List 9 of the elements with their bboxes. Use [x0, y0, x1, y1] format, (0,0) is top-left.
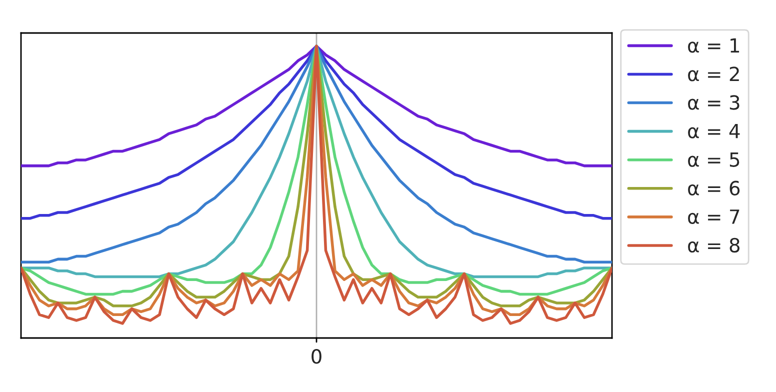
legend-label: α = 2 — [688, 66, 739, 82]
legend-label: α = 4 — [688, 124, 740, 138]
legend-label: α = 1 — [688, 38, 740, 53]
legend-label: α = 5 — [688, 152, 740, 167]
legend-label: α = 3 — [688, 95, 740, 110]
legend-label: α = 8 — [688, 238, 740, 253]
text: 0 — [312, 349, 322, 364]
legend-label: α = 6 — [688, 180, 740, 196]
legend-label: α = 7 — [688, 210, 740, 224]
